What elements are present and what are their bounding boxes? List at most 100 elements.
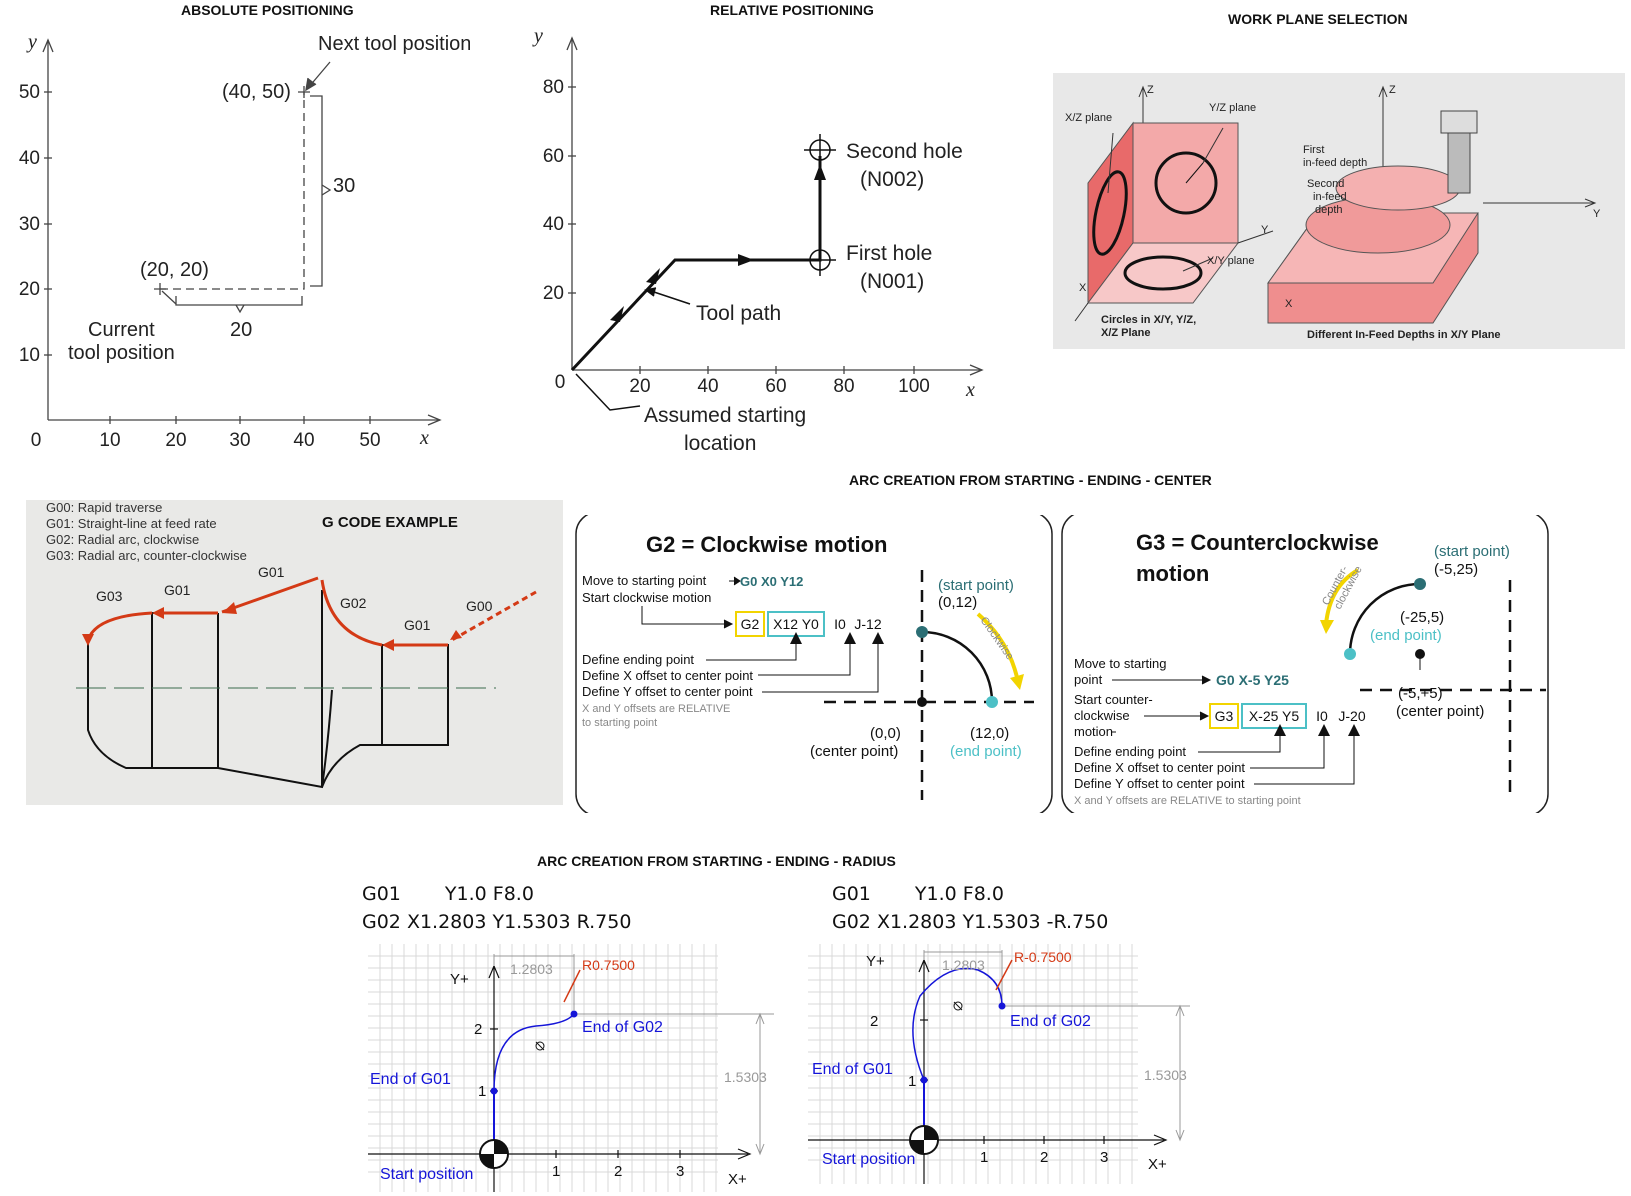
abs-xtick: 30: [229, 430, 250, 451]
end-g01-label: End of G01: [812, 1061, 893, 1078]
y-tick: 2: [870, 1013, 878, 1030]
x-tick: 3: [1100, 1149, 1108, 1166]
code-line-2: G02 X1.2803 Y1.5303 R.750: [362, 911, 632, 933]
x-label: X: [1079, 282, 1087, 294]
path-label-g01: G01: [258, 564, 285, 580]
abs-xtick: 40: [293, 430, 314, 451]
rel-ytick: 40: [543, 214, 564, 235]
abs-ytick: 50: [19, 82, 40, 103]
g2-code-j: J-12: [854, 616, 881, 632]
rel-xtick: 40: [697, 376, 718, 397]
g2-move-label: Move to starting point: [582, 573, 707, 588]
radius-right-diagram: 1.2803 1.5303 R-0.7500 Y+ X+ 2 1 1 2 3 E…: [808, 944, 1228, 1184]
xz-plane-label: X/Z plane: [1065, 112, 1112, 124]
rel-ytick: 80: [543, 77, 564, 98]
dim-30-label: 30: [333, 175, 355, 197]
y-axis-label: Y+: [866, 953, 885, 970]
caption-circles: X/Z Plane: [1101, 327, 1151, 339]
current-tool-coord: (20, 20): [140, 259, 209, 281]
g2-code-i: I0: [834, 616, 846, 632]
workplane-diagram: Z Z X/Z plane Y/Z plane X/Y plane Y X Y …: [1053, 73, 1625, 349]
y-axis-label: Y+: [450, 971, 469, 988]
radius-label: R-0.7500: [1014, 949, 1072, 965]
dim-20-label: 20: [230, 319, 252, 341]
second-depth-label: in-feed: [1313, 191, 1347, 203]
g3-code-j: J-20: [1338, 708, 1365, 724]
g2-define-y: Define Y offset to center point: [582, 684, 753, 699]
arc-radius-title: ARC CREATION FROM STARTING - ENDING - RA…: [537, 853, 896, 869]
g2-center-label: (center point): [810, 743, 898, 760]
y-label: Y: [1593, 208, 1601, 220]
radius-right-code: G01 Y1.0 F8.0 G02 X1.2803 Y1.5303 -R.750: [832, 880, 1108, 936]
g3-move-label: point: [1074, 672, 1103, 687]
dim-y-label: 1.5303: [1144, 1067, 1187, 1083]
y-tick: 1: [478, 1083, 486, 1100]
g2-center-xy: (0,0): [870, 725, 901, 742]
g2-start-label: Start clockwise motion: [582, 590, 711, 605]
abs-y-label: y: [26, 31, 37, 53]
g3-define-y: Define Y offset to center point: [1074, 776, 1245, 791]
gcode-example-title: G CODE EXAMPLE: [322, 514, 458, 531]
second-depth-label: Second: [1307, 178, 1344, 190]
code-line-2: G02 X1.2803 Y1.5303 -R.750: [832, 911, 1109, 933]
rel-ytick: 60: [543, 146, 564, 167]
end-g01-label: End of G01: [370, 1071, 451, 1088]
g3-heading: motion: [1136, 561, 1209, 586]
g3-center-label: (center point): [1396, 703, 1484, 720]
rel-ytick: 20: [543, 283, 564, 304]
tool-path-label: Tool path: [696, 302, 781, 325]
g2-heading: G2 = Clockwise motion: [646, 532, 887, 557]
g3-note: X and Y offsets are RELATIVE to starting…: [1074, 795, 1301, 807]
rel-xtick: 60: [765, 376, 786, 397]
y-label: Y: [1261, 224, 1269, 236]
start-location-label: location: [684, 432, 756, 455]
caption-circles: Circles in X/Y, Y/Z,: [1101, 314, 1196, 326]
g3-start-label: Start counter-: [1074, 692, 1153, 707]
rel-xtick: 80: [833, 376, 854, 397]
g3-start-label: clockwise: [1074, 708, 1130, 723]
first-depth-label: in-feed depth: [1303, 157, 1367, 169]
g2-code-g2: G2: [741, 616, 760, 632]
dim-x-label: 1.2803: [510, 961, 553, 977]
x-tick: 2: [614, 1163, 622, 1180]
code-g01: G01: [832, 883, 871, 905]
y-tick: 2: [474, 1021, 482, 1038]
g2-move-code: G0 X0 Y12: [740, 574, 803, 589]
g3-start-xy: (-5,25): [1434, 561, 1478, 578]
path-label-g02: G02: [340, 595, 367, 611]
g3-end-xy: (-25,5): [1400, 609, 1444, 626]
code-g01: G01: [362, 883, 401, 905]
g2-end-xy: (12,0): [970, 725, 1009, 742]
rel-y-label: y: [532, 25, 543, 47]
rel-xtick: 100: [898, 376, 930, 397]
x-tick: 2: [1040, 1149, 1048, 1166]
dim-x-label: 1.2803: [942, 957, 985, 973]
xy-plane-label: X/Y plane: [1207, 255, 1255, 267]
g3-heading: G3 = Counterclockwise: [1136, 530, 1379, 555]
g3-code-i: I0: [1316, 708, 1328, 724]
absolute-title: ABSOLUTE POSITIONING: [181, 2, 354, 18]
end-g02-label: End of G02: [582, 1019, 663, 1036]
start-location-label: Assumed starting: [644, 404, 806, 427]
current-tool-label: tool position: [68, 342, 175, 364]
g2-start-point-label: (start point): [938, 577, 1014, 594]
x-axis-label: X+: [728, 1171, 747, 1188]
gcode-legend-item: G00: Rapid traverse: [46, 500, 162, 515]
abs-xtick: 10: [99, 430, 120, 451]
relative-title: RELATIVE POSITIONING: [710, 2, 874, 18]
g3-define-x: Define X offset to center point: [1074, 760, 1245, 775]
workplane-title: WORK PLANE SELECTION: [1228, 11, 1408, 27]
g3-start-label: motion: [1074, 724, 1113, 739]
g2-note: X and Y offsets are RELATIVE: [582, 703, 730, 715]
g2-define-x: Define X offset to center point: [582, 668, 753, 683]
next-tool-label: Next tool position: [318, 33, 470, 55]
gcode-legend-item: G01: Straight-line at feed rate: [46, 516, 217, 531]
abs-ytick: 40: [19, 148, 40, 169]
g3-counterclockwise-diagram: G3 = Counterclockwise motion Move to sta…: [1061, 510, 1549, 818]
code-line-1: Y1.0 F8.0: [914, 883, 1004, 905]
start-position-label: Start position: [822, 1151, 915, 1168]
x-tick: 1: [980, 1149, 988, 1166]
g3-define-end: Define ending point: [1074, 744, 1186, 759]
g3-code-xy: X-25 Y5: [1249, 708, 1300, 724]
x-label: X: [1285, 298, 1293, 310]
